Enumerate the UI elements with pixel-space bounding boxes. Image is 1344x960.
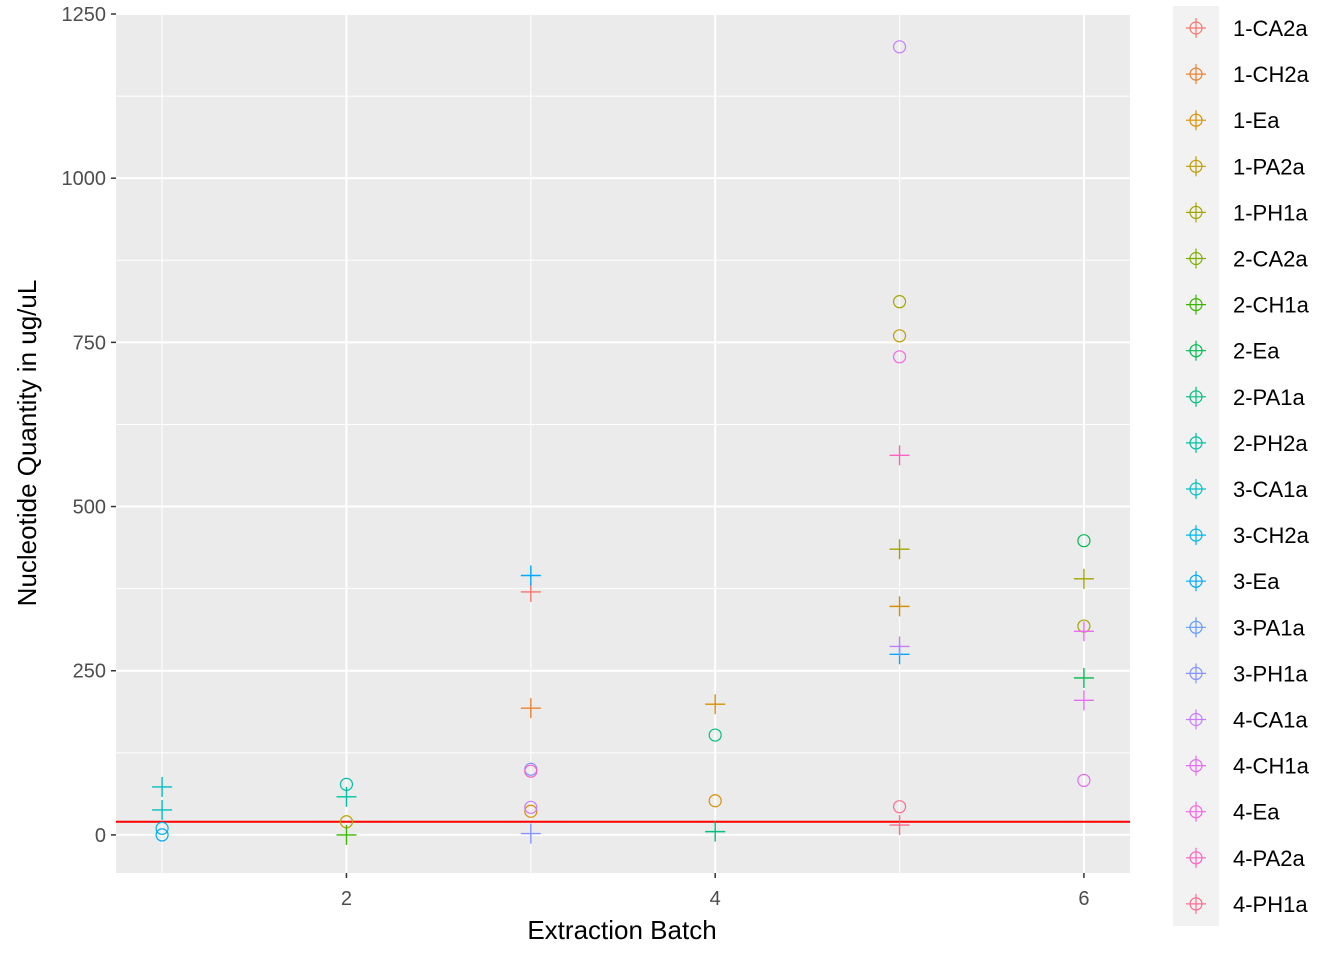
y-tick-label: 1250 [62, 4, 107, 26]
axes: 0 250 500 750 1000 1250 2 4 6 [62, 4, 1090, 910]
data-point [524, 764, 538, 778]
data-point [892, 800, 907, 814]
data-point [892, 350, 907, 364]
y-tick-label: 750 [73, 332, 106, 354]
legend-label: 2-CA2a [1233, 247, 1308, 272]
major-gridlines [116, 13, 1130, 873]
data-point [520, 565, 541, 586]
data-point [889, 539, 910, 560]
legend-entry: 4-CH1a [1186, 754, 1310, 779]
data-point [336, 824, 357, 845]
data-point [520, 698, 541, 719]
data-point [336, 786, 357, 807]
data-point [892, 40, 907, 54]
data-point [152, 776, 173, 797]
legend-label: 1-Ea [1233, 108, 1280, 133]
legend-entry: 2-CA2a [1186, 247, 1308, 272]
legend-label: 1-CA2a [1233, 16, 1308, 41]
data-point [1077, 534, 1091, 548]
legend-label: 2-PA1a [1233, 385, 1306, 410]
legend-label: 4-CH1a [1233, 754, 1310, 779]
legend-background [1173, 6, 1219, 926]
data-point [155, 821, 169, 835]
legend-label: 4-CA1a [1233, 708, 1308, 733]
legend-label: 4-PA2a [1233, 846, 1306, 871]
x-tick-label: 2 [341, 888, 352, 910]
legend-entry: 3-CA1a [1186, 477, 1308, 502]
data-point [1073, 667, 1094, 688]
legend-entry: 3-PA1a [1186, 615, 1306, 640]
data-point [524, 804, 538, 818]
legend-entry: 1-CH2a [1186, 62, 1310, 87]
data-points [152, 40, 1094, 845]
data-point [708, 728, 722, 742]
legend-label: 2-CH1a [1233, 293, 1310, 318]
data-point [889, 596, 910, 617]
legend-label: 3-PA1a [1233, 615, 1306, 640]
data-point [708, 794, 722, 808]
legend: 1-CA2a 1-CH2a 1-Ea 1-PA2a 1-PH1a 2-CA2a 2-CH1a… [1173, 6, 1310, 926]
legend-label: 2-Ea [1233, 339, 1280, 364]
y-tick-label: 250 [73, 661, 106, 683]
data-point [152, 799, 173, 820]
legend-entry: 1-Ea [1186, 108, 1280, 133]
legend-entry: 1-CA2a [1186, 16, 1308, 41]
legend-entry: 2-PA1a [1186, 385, 1306, 410]
data-point [520, 823, 541, 844]
legend-entry: 1-PH1a [1186, 200, 1308, 225]
legend-entry: 4-CA1a [1186, 708, 1308, 733]
legend-label: 1-PH1a [1233, 200, 1308, 225]
legend-entry: 2-PH2a [1186, 431, 1308, 456]
x-axis-title: Extraction Batch [527, 915, 716, 945]
data-point [889, 815, 910, 836]
legend-entry: 3-PH1a [1186, 661, 1308, 686]
y-tick-label: 0 [95, 825, 106, 847]
data-point [1073, 621, 1094, 642]
legend-label: 3-PH1a [1233, 661, 1308, 686]
x-tick-label: 4 [710, 888, 721, 910]
legend-label: 1-CH2a [1233, 62, 1310, 87]
data-point [892, 329, 907, 343]
data-point [155, 828, 169, 842]
y-axis-title: Nucleotide Quantity in ug/uL [12, 280, 42, 607]
minor-gridlines [116, 14, 1130, 873]
legend-label: 2-PH2a [1233, 431, 1308, 456]
data-point [705, 821, 726, 842]
legend-entry: 3-Ea [1186, 569, 1280, 594]
data-point [705, 694, 726, 715]
legend-entry: 2-CH1a [1186, 293, 1310, 318]
y-tick-label: 500 [73, 497, 106, 519]
data-point [1073, 690, 1094, 711]
legend-entry: 2-Ea [1186, 339, 1280, 364]
data-point [524, 800, 538, 814]
plot-panel [116, 14, 1130, 873]
legend-label: 1-PA2a [1233, 154, 1306, 179]
data-point [1077, 773, 1091, 788]
legend-entry: 1-PA2a [1186, 154, 1306, 179]
legend-entry: 4-Ea [1186, 800, 1280, 825]
legend-label: 3-CA1a [1233, 477, 1308, 502]
data-point [889, 445, 910, 466]
legend-entry: 3-CH2a [1186, 523, 1310, 548]
data-point [1073, 568, 1094, 589]
x-tick-label: 6 [1078, 888, 1089, 910]
data-point [889, 636, 910, 657]
legend-entry: 4-PA2a [1186, 846, 1306, 871]
legend-label: 4-PH1a [1233, 892, 1308, 917]
legend-label: 4-Ea [1233, 800, 1280, 825]
legend-label: 3-CH2a [1233, 523, 1310, 548]
legend-entry: 4-PH1a [1186, 892, 1308, 917]
y-tick-label: 1000 [62, 168, 107, 190]
legend-label: 3-Ea [1233, 569, 1280, 594]
data-point [892, 295, 907, 309]
